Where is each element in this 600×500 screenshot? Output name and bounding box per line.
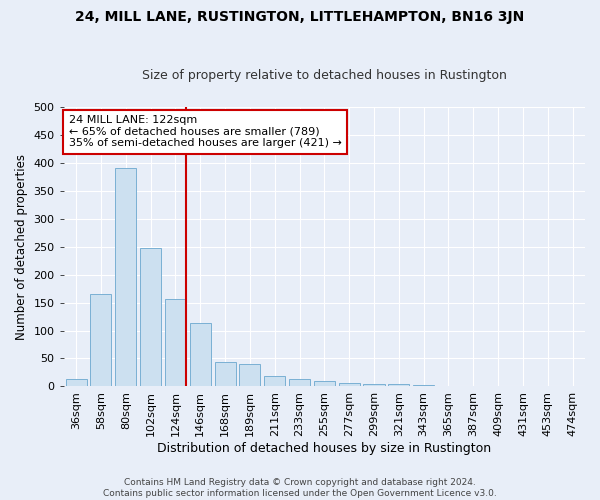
Bar: [190, 324, 211, 386]
Bar: [91, 294, 112, 386]
Text: 24 MILL LANE: 122sqm
← 65% of detached houses are smaller (789)
35% of semi-deta: 24 MILL LANE: 122sqm ← 65% of detached h…: [69, 115, 342, 148]
Y-axis label: Number of detached properties: Number of detached properties: [15, 154, 28, 340]
Bar: [215, 362, 236, 386]
Bar: [140, 248, 161, 386]
Bar: [65, 378, 86, 386]
Title: Size of property relative to detached houses in Rustington: Size of property relative to detached ho…: [142, 69, 507, 82]
Text: 24, MILL LANE, RUSTINGTON, LITTLEHAMPTON, BN16 3JN: 24, MILL LANE, RUSTINGTON, LITTLEHAMPTON…: [76, 10, 524, 24]
Bar: [115, 168, 136, 386]
Bar: [264, 376, 285, 386]
Bar: [165, 299, 186, 386]
Bar: [314, 381, 335, 386]
Bar: [364, 384, 385, 386]
Bar: [239, 364, 260, 386]
Bar: [338, 383, 360, 386]
Text: Contains HM Land Registry data © Crown copyright and database right 2024.
Contai: Contains HM Land Registry data © Crown c…: [103, 478, 497, 498]
X-axis label: Distribution of detached houses by size in Rustington: Distribution of detached houses by size …: [157, 442, 491, 455]
Bar: [413, 385, 434, 386]
Bar: [289, 378, 310, 386]
Bar: [388, 384, 409, 386]
